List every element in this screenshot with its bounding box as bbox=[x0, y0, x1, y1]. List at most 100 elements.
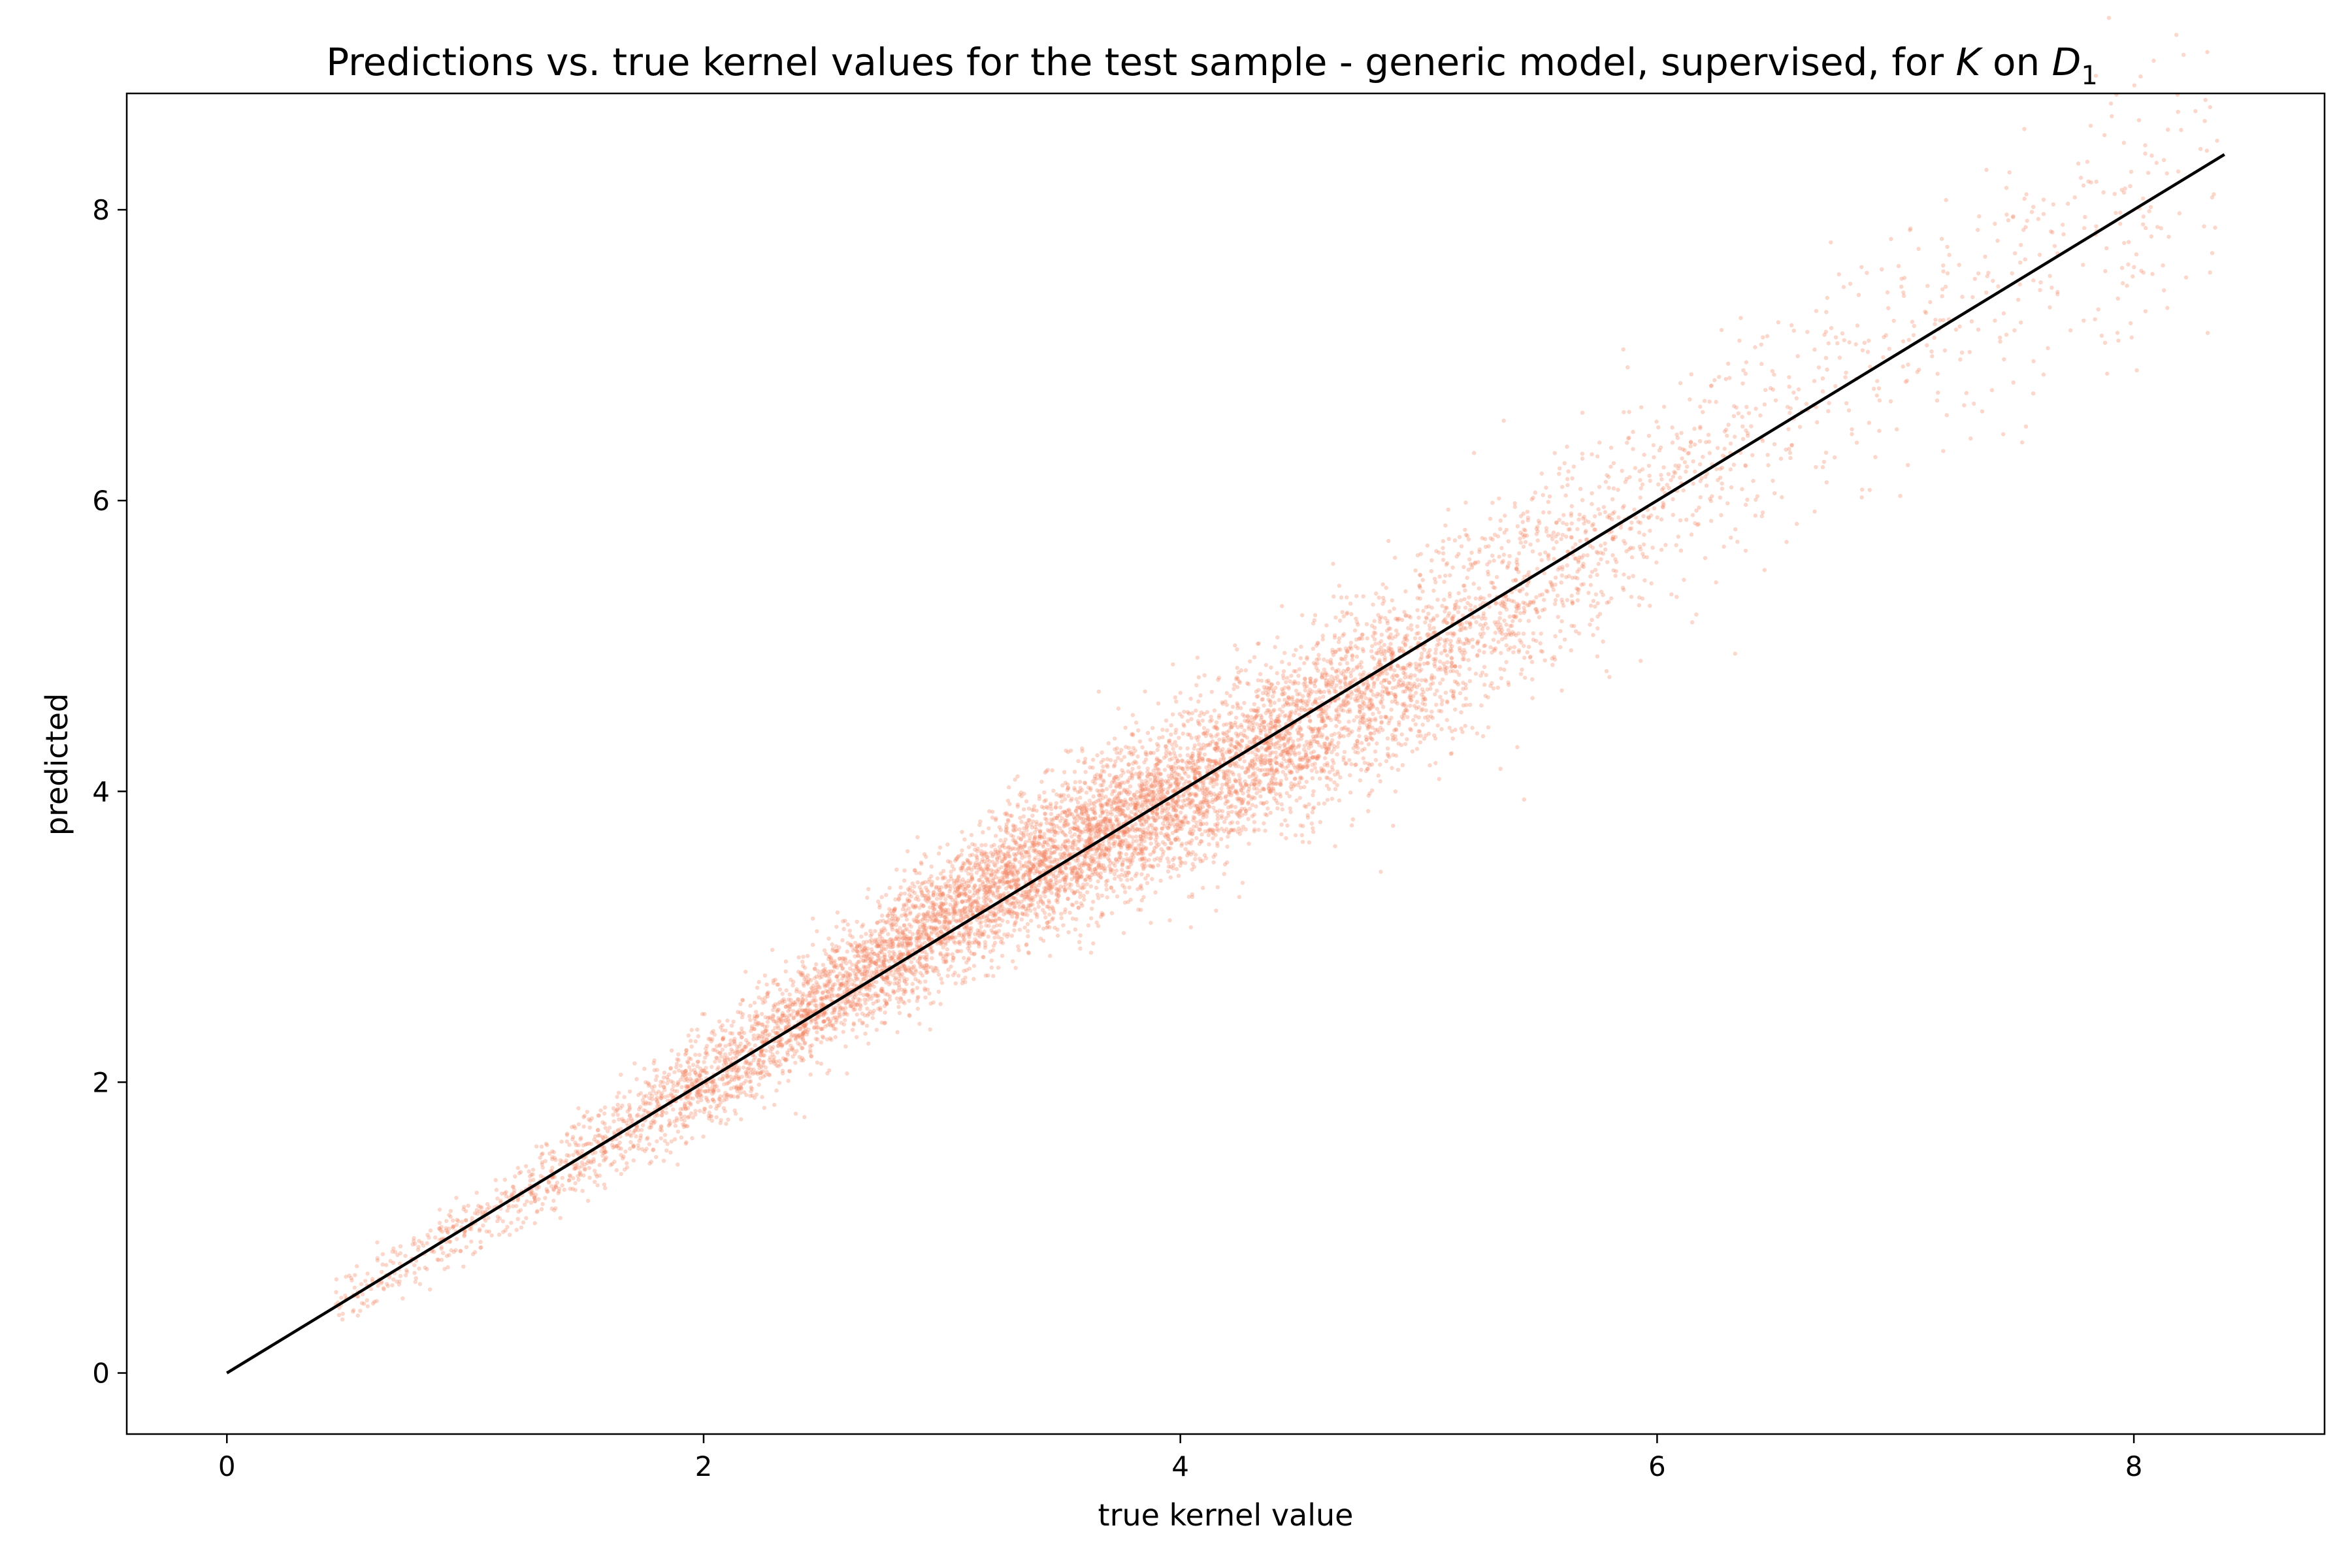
scatter-point bbox=[774, 1019, 778, 1024]
scatter-point bbox=[552, 1208, 557, 1213]
scatter-point bbox=[807, 993, 812, 998]
scatter-point bbox=[1251, 720, 1256, 725]
scatter-point bbox=[1534, 527, 1539, 531]
scatter-point bbox=[365, 1271, 370, 1276]
scatter-point bbox=[502, 1177, 507, 1182]
scatter-point bbox=[984, 886, 988, 891]
scatter-point bbox=[1237, 779, 1241, 783]
scatter-point bbox=[1306, 698, 1311, 703]
scatter-point bbox=[1514, 602, 1520, 606]
scatter-point bbox=[1735, 540, 1740, 544]
scatter-point bbox=[1217, 737, 1222, 742]
scatter-point bbox=[1787, 446, 1791, 451]
scatter-point bbox=[1166, 860, 1171, 864]
scatter-point bbox=[1247, 787, 1252, 792]
scatter-point bbox=[1009, 934, 1015, 938]
scatter-point bbox=[1467, 557, 1472, 562]
scatter-point bbox=[1074, 900, 1079, 905]
scatter-point bbox=[993, 834, 998, 838]
scatter-point bbox=[1394, 753, 1399, 758]
scatter-point bbox=[1375, 706, 1379, 711]
scatter-point bbox=[547, 1151, 552, 1156]
scatter-point bbox=[847, 999, 851, 1004]
scatter-point bbox=[946, 893, 951, 898]
scatter-point bbox=[655, 1068, 659, 1072]
scatter-point bbox=[1666, 472, 1671, 476]
scatter-point bbox=[615, 1102, 620, 1107]
scatter-point bbox=[1595, 654, 1600, 659]
scatter-point bbox=[1521, 631, 1526, 636]
scatter-point bbox=[966, 884, 971, 889]
scatter-point bbox=[1561, 603, 1566, 608]
scatter-point bbox=[671, 1107, 676, 1112]
scatter-point bbox=[1977, 214, 1982, 219]
scatter-point bbox=[551, 1198, 556, 1203]
scatter-point bbox=[1560, 688, 1564, 693]
scatter-point bbox=[1299, 736, 1303, 742]
scatter-point bbox=[1820, 389, 1825, 394]
scatter-point bbox=[884, 1000, 889, 1004]
scatter-point bbox=[762, 1059, 766, 1064]
scatter-point bbox=[825, 994, 830, 1000]
scatter-point bbox=[919, 860, 924, 865]
scatter-point bbox=[834, 1020, 838, 1024]
scatter-point bbox=[1887, 346, 1891, 351]
scatter-point bbox=[1364, 704, 1369, 709]
scatter-point bbox=[1053, 849, 1057, 854]
scatter-point bbox=[627, 1089, 632, 1094]
scatter-point bbox=[1935, 398, 1940, 403]
scatter-point bbox=[783, 959, 789, 964]
scatter-point bbox=[1158, 878, 1163, 883]
scatter-point bbox=[437, 1220, 442, 1226]
scatter-point bbox=[815, 1060, 820, 1065]
scatter-point bbox=[1200, 832, 1204, 837]
scatter-point bbox=[1041, 938, 1046, 943]
scatter-point bbox=[2081, 263, 2085, 267]
scatter-point bbox=[1388, 691, 1394, 695]
scatter-point bbox=[1473, 604, 1478, 610]
scatter-point bbox=[1719, 327, 1724, 333]
scatter-point bbox=[1215, 745, 1219, 749]
scatter-point bbox=[1272, 700, 1277, 705]
scatter-point bbox=[1366, 809, 1371, 813]
scatter-point bbox=[1428, 627, 1432, 631]
scatter-point bbox=[1759, 342, 1763, 347]
scatter-point bbox=[1770, 368, 1775, 374]
scatter-point bbox=[1463, 500, 1468, 505]
scatter-point bbox=[1463, 606, 1468, 610]
scatter-point bbox=[780, 1071, 785, 1076]
scatter-point bbox=[1346, 666, 1350, 671]
scatter-point bbox=[1082, 897, 1086, 902]
scatter-point bbox=[1171, 858, 1175, 862]
scatter-point bbox=[655, 1074, 659, 1079]
scatter-point bbox=[1659, 477, 1664, 482]
scatter-point bbox=[1266, 806, 1270, 811]
scatter-point bbox=[985, 871, 990, 875]
scatter-point bbox=[1120, 768, 1124, 773]
scatter-point bbox=[1629, 526, 1634, 531]
scatter-point bbox=[1720, 465, 1724, 470]
scatter-point bbox=[1313, 613, 1318, 617]
scatter-point bbox=[1561, 521, 1565, 525]
scatter-point bbox=[1169, 841, 1174, 845]
scatter-point bbox=[1471, 581, 1476, 586]
scatter-point bbox=[1502, 667, 1507, 672]
scatter-point bbox=[866, 887, 871, 892]
scatter-point bbox=[720, 1028, 725, 1033]
scatter-point bbox=[840, 938, 845, 943]
scatter-point bbox=[1228, 693, 1233, 698]
scatter-point bbox=[939, 981, 945, 985]
scatter-point bbox=[1270, 694, 1275, 699]
scatter-point bbox=[1169, 767, 1174, 772]
scatter-point bbox=[2128, 184, 2132, 188]
scatter-point bbox=[1659, 517, 1664, 522]
scatter-point bbox=[1537, 615, 1542, 619]
scatter-point bbox=[1348, 773, 1352, 777]
scatter-point bbox=[1433, 647, 1439, 652]
scatter-point bbox=[1165, 857, 1170, 861]
scatter-point bbox=[1154, 762, 1160, 766]
scatter-point bbox=[647, 1142, 652, 1147]
scatter-point bbox=[873, 938, 877, 942]
scatter-point bbox=[1075, 826, 1081, 830]
scatter-point bbox=[757, 979, 761, 985]
